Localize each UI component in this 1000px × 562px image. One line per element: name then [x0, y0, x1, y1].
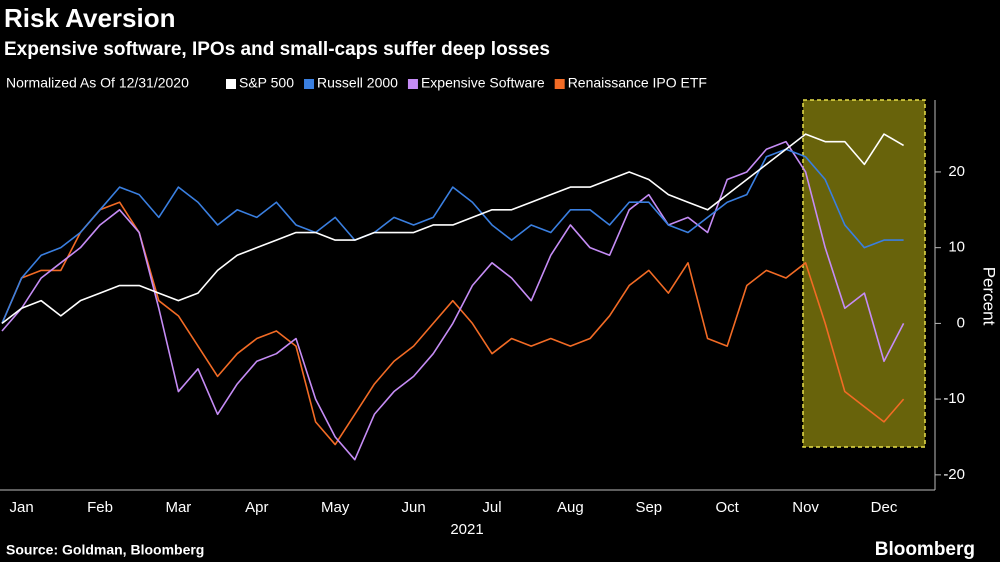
legend-swatch: [226, 79, 236, 89]
x-tick-label: Nov: [792, 499, 819, 516]
chart-title: Risk Aversion: [4, 3, 175, 33]
chart-subtitle: Expensive software, IPOs and small-caps …: [4, 39, 550, 60]
x-tick-label: Jul: [482, 499, 501, 516]
highlight-box: [802, 99, 926, 448]
brand: Bloomberg: [875, 539, 975, 560]
x-axis-label: 2021: [450, 521, 483, 538]
x-tick-label: May: [321, 499, 350, 516]
x-tick-label: Feb: [87, 499, 113, 516]
legend-label: S&P 500: [239, 75, 294, 91]
legend-label: Russell 2000: [317, 75, 398, 91]
y-tick-label: -20: [943, 466, 965, 483]
y-tick-label: 0: [957, 314, 965, 331]
x-tick-label: Mar: [165, 499, 191, 516]
legend-title: Normalized As Of 12/31/2020: [6, 75, 189, 91]
y-tick-label: 20: [948, 163, 965, 180]
x-tick-label: Aug: [557, 499, 584, 516]
source: Source: Goldman, Bloomberg: [6, 542, 204, 558]
series-line: [1, 140, 905, 461]
y-axis-label: Percent: [980, 267, 999, 326]
series-line: [1, 148, 904, 324]
legend-label: Renaissance IPO ETF: [568, 75, 707, 91]
x-tick-label: Jan: [10, 499, 34, 516]
x-tick-label: Sep: [635, 499, 662, 516]
legend-label: Expensive Software: [421, 75, 545, 91]
x-tick-label: Dec: [871, 499, 898, 516]
y-tick-label: 10: [948, 239, 965, 256]
x-tick-label: Apr: [245, 499, 268, 516]
legend-swatch: [554, 79, 565, 89]
legend-swatch: [304, 79, 315, 89]
series-line: [1, 201, 905, 446]
x-tick-label: Jun: [402, 499, 426, 516]
x-tick-label: Oct: [716, 499, 740, 516]
y-tick-label: -10: [943, 390, 965, 407]
series-line: [1, 133, 905, 325]
legend-swatch: [407, 79, 418, 89]
